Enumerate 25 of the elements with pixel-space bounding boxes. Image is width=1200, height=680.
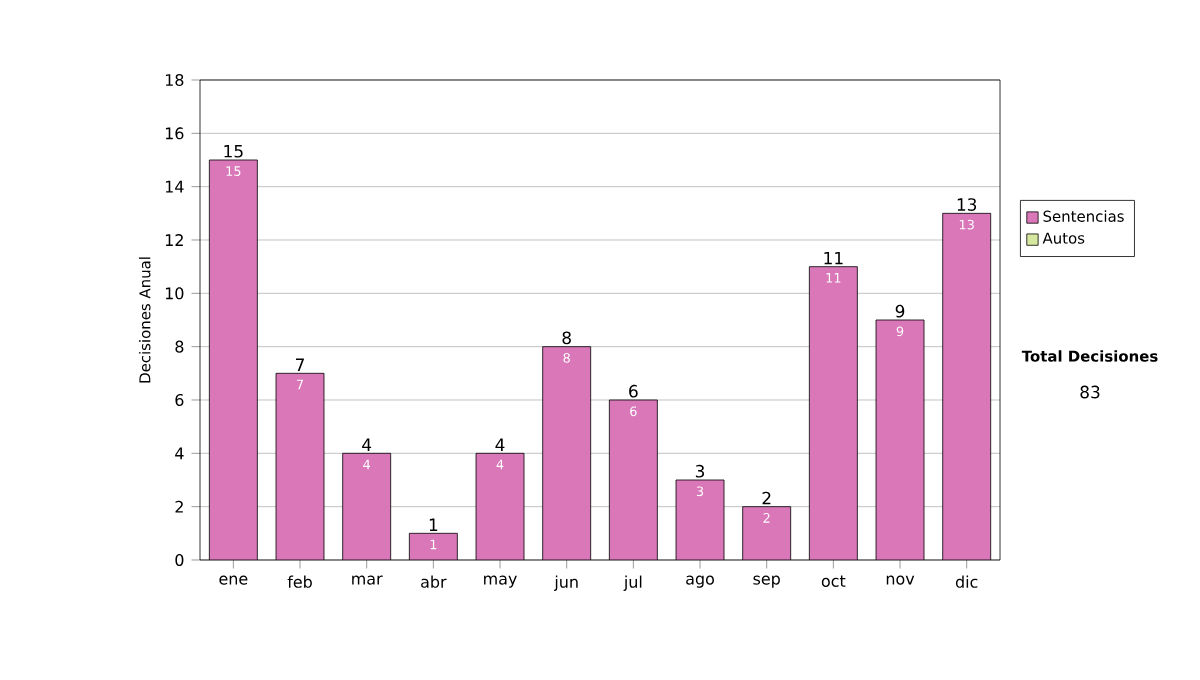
total-label: 6 bbox=[629, 384, 638, 398]
total-label: 13 bbox=[957, 198, 977, 211]
bar bbox=[876, 319, 925, 560]
text: 83 bbox=[1080, 385, 1100, 399]
bar bbox=[276, 373, 325, 560]
bar bbox=[542, 346, 591, 560]
bar bbox=[476, 453, 525, 560]
total-label: 11 bbox=[824, 251, 843, 265]
total-label: 1 bbox=[429, 518, 438, 531]
total-label: 2 bbox=[762, 491, 771, 505]
total-label: 9 bbox=[895, 304, 905, 318]
bar bbox=[809, 266, 858, 560]
bar bbox=[676, 480, 725, 560]
total-label: 8 bbox=[562, 331, 571, 345]
total-label: 15 bbox=[224, 145, 243, 158]
total-label: 4 bbox=[495, 438, 505, 451]
total-label: 4 bbox=[362, 438, 372, 451]
bar bbox=[742, 506, 791, 560]
bar bbox=[942, 212, 992, 560]
bar bbox=[409, 533, 458, 560]
bar bbox=[209, 159, 258, 560]
bar bbox=[342, 453, 391, 560]
total-label: 7 bbox=[296, 358, 304, 371]
bar bbox=[609, 399, 658, 560]
total-label: 3 bbox=[695, 464, 705, 478]
